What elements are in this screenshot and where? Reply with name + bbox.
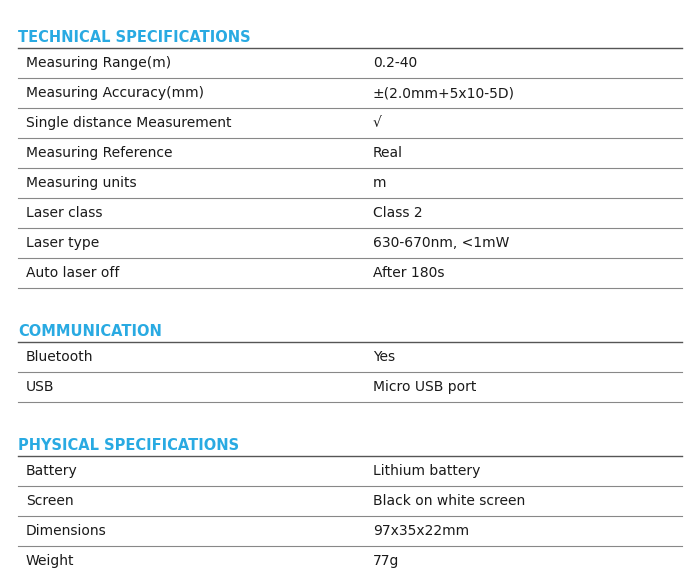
Text: Lithium battery: Lithium battery [373, 464, 480, 478]
Text: 0.2-40: 0.2-40 [373, 56, 417, 70]
Text: √: √ [373, 116, 382, 130]
Text: Micro USB port: Micro USB port [373, 380, 477, 394]
Text: Laser type: Laser type [26, 236, 99, 250]
Text: COMMUNICATION: COMMUNICATION [18, 324, 162, 340]
Text: Measuring Range(m): Measuring Range(m) [26, 56, 171, 70]
Text: Measuring units: Measuring units [26, 176, 136, 190]
Text: ±(2.0mm+5x10-5D): ±(2.0mm+5x10-5D) [373, 86, 515, 100]
Text: Bluetooth: Bluetooth [26, 350, 94, 364]
Text: Black on white screen: Black on white screen [373, 494, 525, 508]
Text: 97x35x22mm: 97x35x22mm [373, 524, 469, 538]
Text: Dimensions: Dimensions [26, 524, 106, 538]
Text: Measuring Accuracy(mm): Measuring Accuracy(mm) [26, 86, 204, 100]
Text: 77g: 77g [373, 554, 400, 568]
Text: Measuring Reference: Measuring Reference [26, 146, 172, 160]
Text: Battery: Battery [26, 464, 78, 478]
Text: 630-670nm, <1mW: 630-670nm, <1mW [373, 236, 510, 250]
Text: Class 2: Class 2 [373, 206, 423, 220]
Text: m: m [373, 176, 386, 190]
Text: Single distance Measurement: Single distance Measurement [26, 116, 232, 130]
Text: Laser class: Laser class [26, 206, 102, 220]
Text: After 180s: After 180s [373, 266, 444, 280]
Text: Auto laser off: Auto laser off [26, 266, 120, 280]
Text: Yes: Yes [373, 350, 395, 364]
Text: PHYSICAL SPECIFICATIONS: PHYSICAL SPECIFICATIONS [18, 439, 239, 453]
Text: USB: USB [26, 380, 55, 394]
Text: Screen: Screen [26, 494, 74, 508]
Text: Real: Real [373, 146, 403, 160]
Text: TECHNICAL SPECIFICATIONS: TECHNICAL SPECIFICATIONS [18, 30, 251, 46]
Text: Weight: Weight [26, 554, 74, 568]
